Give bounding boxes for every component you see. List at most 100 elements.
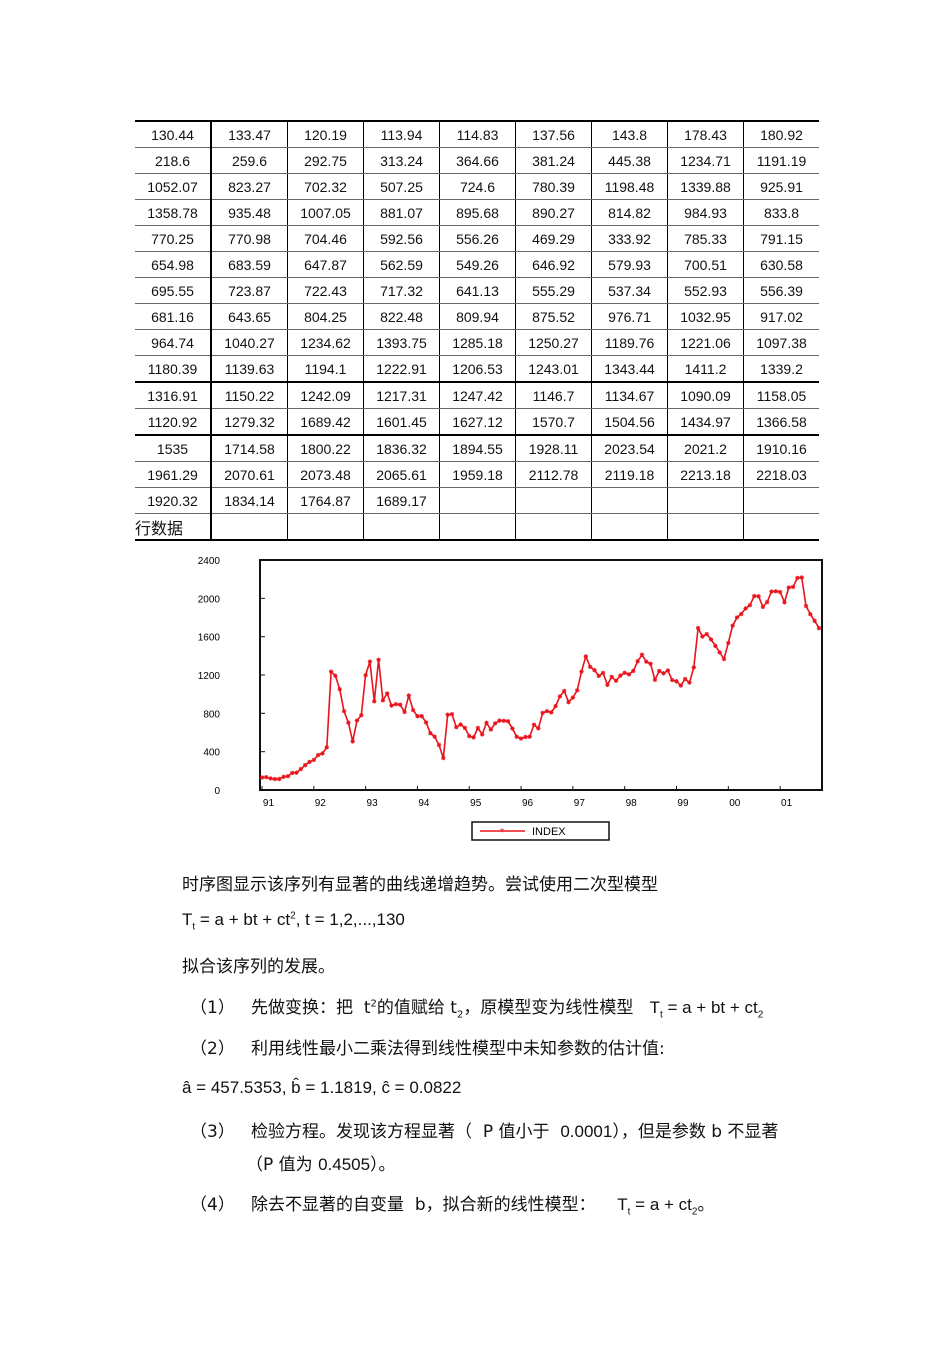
table-row: 130.44 133.47 120.19 113.94 114.83 137.56 143.… [135,120,819,148]
data-point [406,693,412,698]
data-point [756,594,761,599]
table-cell: 791.15 [743,225,819,252]
data-point [631,668,636,674]
data-point [527,734,532,739]
x-tick-label: 00 [729,798,741,809]
table-cell: 785.33 [667,225,744,252]
data-point [410,707,416,713]
data-point [553,703,558,709]
table-cell: 780.39 [515,173,592,200]
table-cell: 537.34 [591,277,668,304]
table-cell: 1221.06 [667,329,744,356]
table-cell: 2023.54 [591,434,668,462]
table-cell: 1090.09 [667,381,744,409]
table-cell: 1714.58 [210,434,288,462]
data-point [592,667,597,673]
data-point [808,612,813,617]
data-point [760,604,766,610]
data-point [695,625,701,631]
table-cell: 292.75 [287,147,364,174]
table-cell: 1007.05 [287,199,364,226]
data-point [700,634,705,639]
table-cell: 895.68 [439,199,516,226]
paragraph-intro: 时序图显示该序列有显著的曲线递增趋势。尝试使用二次型模型 [182,875,658,895]
data-point [268,776,273,781]
x-tick-label: 01 [781,798,793,809]
data-point [739,611,744,617]
data-point [385,691,390,696]
data-point [290,770,295,776]
x-tick-label: 94 [418,798,430,809]
table-cell: 218.6 [135,147,212,174]
legend-marker: * [500,827,505,838]
table-cell: 1894.55 [439,434,516,462]
table-cell: 143.8 [591,120,668,148]
step-3-continued: （P 值为 0.4505）。 [246,1155,396,1175]
data-point [562,688,567,694]
table-cell: 1959.18 [439,461,516,488]
x-tick-label: 99 [677,798,689,809]
parameter-estimates: â = 457.5353, b̂ = 1.1819, ĉ = 0.0822 [182,1078,462,1097]
y-tick-label: 2400 [198,556,221,567]
data-point [613,678,619,683]
data-point [302,762,308,768]
table-cell: 2021.2 [667,434,744,462]
y-tick-label: 1600 [198,633,221,644]
table-cell: 1689.17 [363,487,440,514]
data-point [570,695,576,700]
table-cell: 717.32 [363,277,440,304]
data-point [497,718,502,723]
data-point [367,659,373,664]
data-point [549,710,554,715]
table-cell: 1339.88 [667,173,744,200]
data-point [488,727,494,732]
table-cell: 556.39 [743,277,819,304]
data-point [605,682,610,688]
table-cell: 2065.61 [363,461,440,488]
table-cell: 1189.76 [591,329,668,356]
table-cell: 935.48 [210,199,288,226]
data-point [272,776,278,782]
chart-frame [259,559,823,791]
data-point [264,775,269,780]
table-cell: 1217.31 [363,381,440,409]
table-cell: 1689.42 [287,408,364,436]
table-cell: 2213.18 [667,461,744,488]
table-cell: 1032.95 [667,303,744,330]
data-point [324,745,329,750]
legend: * INDEX [471,821,610,841]
table-cell: 1243.01 [515,355,592,383]
data-point [467,733,472,739]
table-cell: 1234.62 [287,329,364,356]
step-3-number: （3） [190,1122,235,1142]
data-point [730,623,735,628]
table-cell [743,513,819,541]
data-point [372,699,377,704]
data-point [795,575,800,581]
table-cell: 2112.78 [515,461,592,488]
data-point [657,668,662,674]
table-cell: 1194.1 [287,355,364,383]
data-point [544,708,550,714]
table-cell: 130.44 [135,120,212,148]
data-point [471,735,476,740]
table-cell: 1961.29 [135,461,212,488]
data-point [393,701,399,707]
table-cell: 1836.32 [363,434,440,462]
table-row: 681.16 643.65 804.25 822.48 809.94 875.52 976.… [135,303,819,330]
data-point [717,650,722,655]
table-cell: 592.56 [363,225,440,252]
table-cell: 2218.03 [743,461,819,488]
step-1-number: （1） [190,998,235,1018]
table-row: 770.25 770.98 704.46 592.56 556.26 469.29 333.… [135,225,819,252]
table-cell: 333.92 [591,225,668,252]
step-4-number: （4） [190,1195,235,1215]
data-point [575,688,580,693]
x-tick-label: 97 [574,798,586,809]
data-point [665,668,671,673]
data-point [428,731,433,736]
table-cell: 683.59 [210,251,288,278]
table-cell: 804.25 [287,303,364,330]
table-cell: 1191.19 [743,147,819,174]
table-cell: 313.24 [363,147,440,174]
